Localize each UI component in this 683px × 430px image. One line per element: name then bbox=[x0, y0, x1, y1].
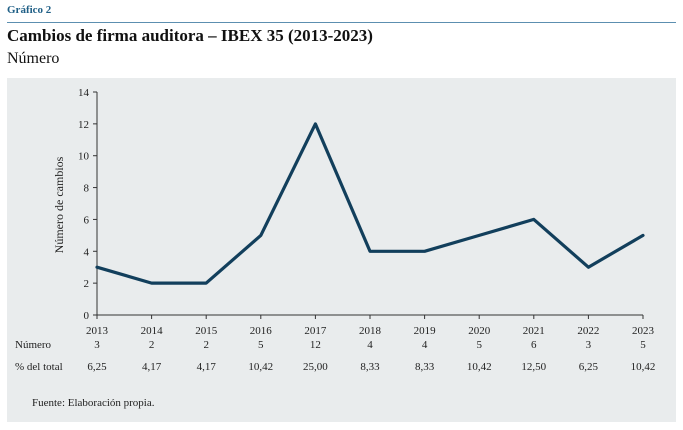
data-table: Número 3 2 2 5 12 4 4 5 6 3 5 % del total 6,25 4,17 4,1… bbox=[15, 339, 655, 373]
x-tick-label: 2015 bbox=[195, 325, 218, 337]
table-cell: 4,17 bbox=[197, 361, 217, 373]
chart-subtitle: Número bbox=[7, 50, 60, 67]
table-row-label: % del total bbox=[15, 361, 63, 373]
chart-panel bbox=[7, 78, 676, 422]
y-tick-label: 6 bbox=[84, 214, 90, 226]
title-rule bbox=[7, 22, 676, 23]
table-cell: 5 bbox=[640, 339, 646, 351]
table-cell: 4 bbox=[422, 339, 428, 351]
x-tick-label: 2018 bbox=[359, 325, 382, 337]
y-tick-label: 2 bbox=[84, 278, 90, 290]
table-cell: 12,50 bbox=[521, 361, 546, 373]
table-cell: 4,17 bbox=[142, 361, 162, 373]
table-cell: 5 bbox=[476, 339, 482, 351]
x-tick-label: 2022 bbox=[577, 325, 599, 337]
y-tick-label: 0 bbox=[84, 310, 90, 322]
x-tick-label: 2023 bbox=[632, 325, 655, 337]
source-note: Fuente: Elaboración propia. bbox=[32, 397, 155, 409]
table-cell: 4 bbox=[367, 339, 373, 351]
x-tick-label: 2013 bbox=[86, 325, 109, 337]
y-tick-label: 8 bbox=[84, 183, 90, 195]
y-tick-label: 10 bbox=[78, 151, 90, 163]
table-row-label: Número bbox=[15, 339, 52, 351]
y-axis-ticks: 0 2 4 6 8 10 12 14 bbox=[78, 87, 97, 322]
table-cell: 3 bbox=[586, 339, 592, 351]
chart-title: Cambios de firma auditora – IBEX 35 (201… bbox=[7, 26, 373, 45]
y-tick-label: 14 bbox=[78, 87, 90, 99]
table-cell: 10,42 bbox=[248, 361, 273, 373]
table-cell: 8,33 bbox=[415, 361, 435, 373]
x-tick-label: 2016 bbox=[250, 325, 273, 337]
y-tick-label: 12 bbox=[78, 119, 89, 131]
x-tick-label: 2021 bbox=[523, 325, 545, 337]
y-tick-label: 4 bbox=[84, 246, 90, 258]
table-cell: 8,33 bbox=[360, 361, 380, 373]
table-cell: 6,25 bbox=[87, 361, 107, 373]
figure-label: Gráfico 2 bbox=[7, 4, 52, 16]
table-cell: 5 bbox=[258, 339, 264, 351]
table-cell: 3 bbox=[94, 339, 100, 351]
table-cell: 6 bbox=[531, 339, 537, 351]
table-cell: 10,42 bbox=[467, 361, 492, 373]
table-cell: 10,42 bbox=[631, 361, 656, 373]
x-tick-label: 2014 bbox=[141, 325, 164, 337]
table-cell: 6,25 bbox=[579, 361, 599, 373]
x-tick-label: 2019 bbox=[414, 325, 437, 337]
series-line bbox=[95, 122, 645, 285]
y-axis-label: Número de cambios bbox=[52, 156, 66, 253]
x-axis-ticks: 2013 2014 2015 2016 2017 2018 2019 2020 2021 2022… bbox=[86, 315, 655, 337]
table-cell: 2 bbox=[203, 339, 209, 351]
table-cell: 12 bbox=[310, 339, 321, 351]
x-tick-label: 2020 bbox=[468, 325, 491, 337]
table-cell: 25,00 bbox=[303, 361, 328, 373]
x-tick-label: 2017 bbox=[304, 325, 327, 337]
table-cell: 2 bbox=[149, 339, 155, 351]
